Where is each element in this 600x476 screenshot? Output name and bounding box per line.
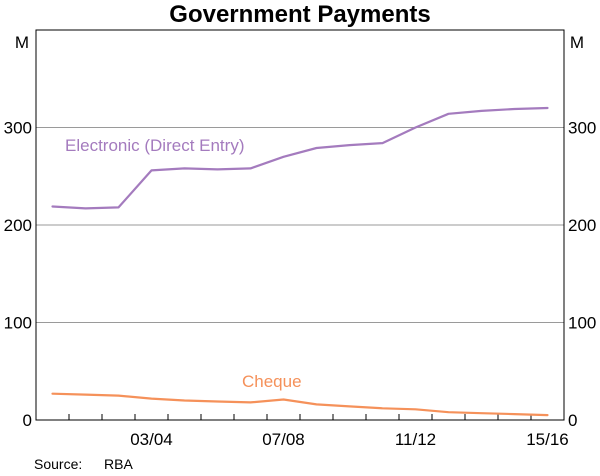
y-tick-label-left: 100 bbox=[4, 314, 32, 333]
y-tick-label-left: 300 bbox=[4, 119, 32, 138]
y-tick-label-right: 300 bbox=[568, 119, 596, 138]
source-value: RBA bbox=[104, 456, 133, 472]
y-tick-label-left: 200 bbox=[4, 216, 32, 235]
right-unit-label: M bbox=[570, 33, 584, 52]
series-label-cheque: Cheque bbox=[242, 372, 302, 391]
plot-frame bbox=[35, 29, 565, 421]
y-tick-label-right: 100 bbox=[568, 314, 596, 333]
x-tick-label: 03/04 bbox=[130, 430, 173, 449]
y-tick-label-left: 0 bbox=[23, 411, 32, 430]
series-line-0 bbox=[51, 106, 549, 210]
x-tick-label: 07/08 bbox=[262, 430, 305, 449]
y-tick-label-right: 200 bbox=[568, 216, 596, 235]
series-lines bbox=[51, 106, 549, 417]
x-tick-label: 15/16 bbox=[526, 430, 569, 449]
y-tick-label-right: 0 bbox=[568, 411, 577, 430]
left-unit-label: M bbox=[15, 33, 29, 52]
source-label: Source: bbox=[34, 456, 82, 472]
chart-title: Government Payments bbox=[169, 1, 430, 28]
axis-ticks bbox=[68, 414, 532, 420]
x-tick-label: 11/12 bbox=[395, 430, 436, 449]
gridlines bbox=[36, 127, 564, 323]
tick-labels: 0 0 100 100 200 200 300 300 03/04 07/08 11/12 15/16 bbox=[4, 119, 597, 450]
series-line-1 bbox=[51, 392, 549, 417]
series-label-electronic: Electronic (Direct Entry) bbox=[65, 136, 244, 155]
